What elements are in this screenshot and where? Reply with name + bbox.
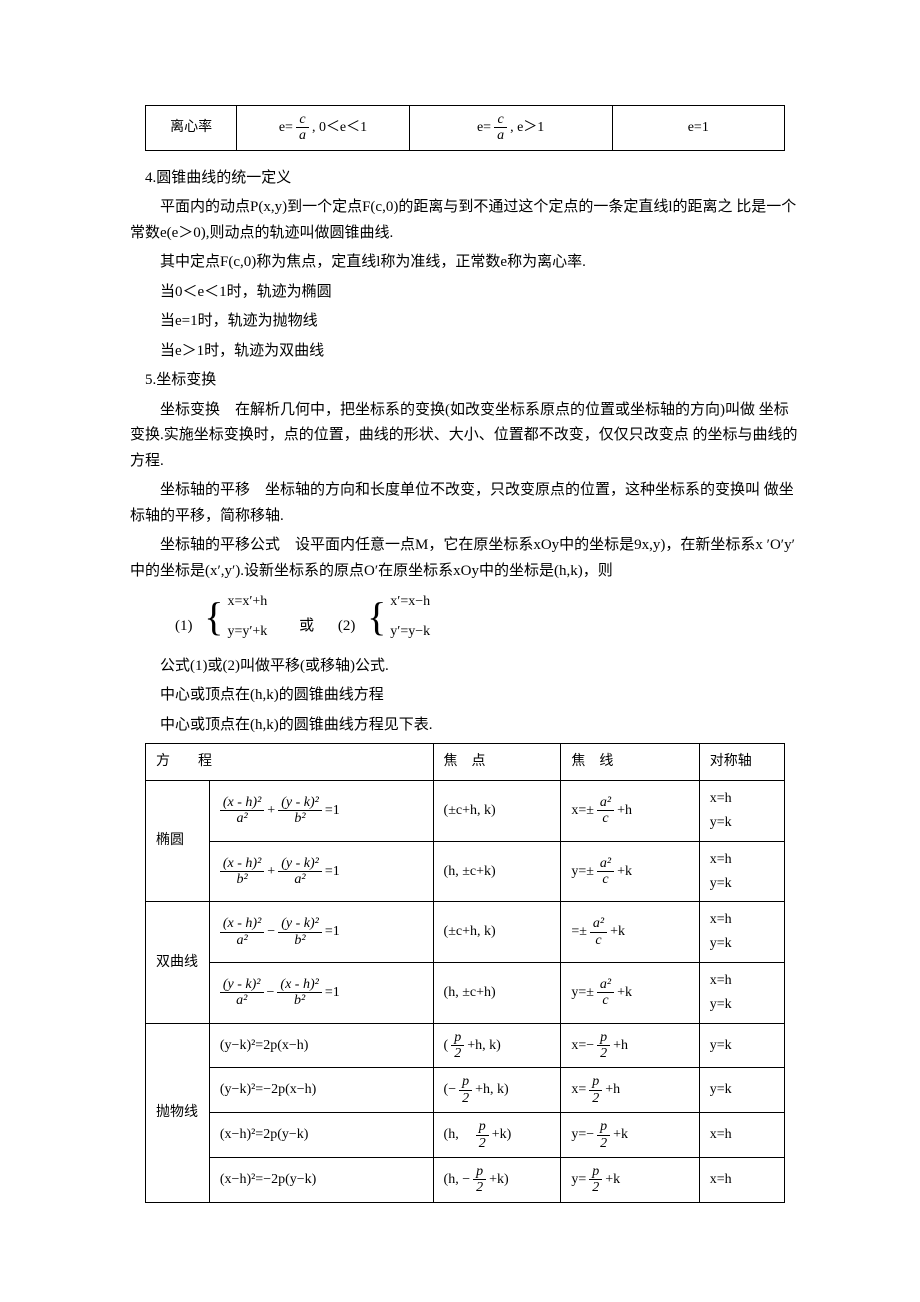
table-row: (x−h)²=−2p(y−k)(h, −p2+k)y=p2+kx=h xyxy=(146,1157,785,1202)
equation-cell: (x−h)²=−2p(y−k) xyxy=(209,1157,433,1202)
axis-cell: y=k xyxy=(699,1023,784,1068)
equation-cell: (x - h)²a²+(y - k)²b²=1 xyxy=(209,781,433,842)
sec4-p5: 当e＞1时，轨迹为双曲线 xyxy=(130,339,800,365)
sec4-p2: 其中定点F(c,0)称为焦点，定直线l称为准线，正常数e称为离心率. xyxy=(130,250,800,276)
group-label: 抛物线 xyxy=(146,1023,210,1202)
sec4-heading: 4.圆锥曲线的统一定义 xyxy=(130,166,800,192)
axis-cell: x=hy=k xyxy=(699,781,784,842)
eccentricity-ellipse: e= ca , 0＜e＜1 xyxy=(237,106,409,151)
eccentricity-parabola: e=1 xyxy=(612,106,784,151)
eccentricity-table: 离心率 e= ca , 0＜e＜1 e= ca , e＞1 e=1 xyxy=(145,105,785,151)
group-label: 椭圆 xyxy=(146,781,210,902)
table-row: (x - h)²b²+(y - k)²a² =1(h, ±c+k)y=±a²c+… xyxy=(146,841,785,902)
equation-cell: (y−k)²=2p(x−h) xyxy=(209,1023,433,1068)
axis-cell: x=h xyxy=(699,1157,784,1202)
sec4-p3: 当0＜e＜1时，轨迹为椭圆 xyxy=(130,280,800,306)
focus-cell: (±c+h, k) xyxy=(433,781,561,842)
table-row: 抛物线(y−k)²=2p(x−h)(p2+h, k)x=−p2+hy=k xyxy=(146,1023,785,1068)
focus-cell: (±c+h, k) xyxy=(433,902,561,963)
eccentricity-row-label: 离心率 xyxy=(146,106,237,151)
table-row: (y−k)²=−2p(x−h)(−p2+h, k)x=p2+hy=k xyxy=(146,1068,785,1113)
group-label: 双曲线 xyxy=(146,902,210,1023)
t2-header-row: 方 程 焦 点 焦 线 对称轴 xyxy=(146,744,785,781)
directrix-cell: =±a²c+k xyxy=(561,902,699,963)
sec5-p3: 坐标轴的平移公式 设平面内任意一点M，它在原坐标系xOy中的坐标是9x,y)，在… xyxy=(130,533,800,584)
sec4-p4: 当e=1时，轨迹为抛物线 xyxy=(130,309,800,335)
directrix-cell: y=−p2+k xyxy=(561,1113,699,1158)
equation-cell: (x−h)²=2p(y−k) xyxy=(209,1113,433,1158)
directrix-cell: y=±a²c+k xyxy=(561,962,699,1023)
focus-cell: (h, p2+k) xyxy=(433,1113,561,1158)
table-row: 椭圆(x - h)²a²+(y - k)²b²=1(±c+h, k)x=±a²c… xyxy=(146,781,785,842)
focus-cell: (p2+h, k) xyxy=(433,1023,561,1068)
equation-cell: (x - h)²b²+(y - k)²a² =1 xyxy=(209,841,433,902)
axis-cell: x=hy=k xyxy=(699,841,784,902)
focus-cell: (h, ±c+k) xyxy=(433,841,561,902)
axis-cell: x=hy=k xyxy=(699,962,784,1023)
directrix-cell: y=±a²c+k xyxy=(561,841,699,902)
directrix-cell: x=−p2+h xyxy=(561,1023,699,1068)
directrix-cell: y=p2+k xyxy=(561,1157,699,1202)
sec5-p5: 中心或顶点在(h,k)的圆锥曲线方程 xyxy=(130,683,800,709)
table-row: (x−h)²=2p(y−k)(h, p2+k)y=−p2+kx=h xyxy=(146,1113,785,1158)
axis-cell: y=k xyxy=(699,1068,784,1113)
translation-formula: (1) { x=x′+h y=y′+k 或 (2) { x′=x−h y′=y−… xyxy=(130,590,800,644)
table-row: (y - k)²a²−(x - h)²b²=1(h, ±c+h)y=±a²c+k… xyxy=(146,962,785,1023)
eccentricity-hyperbola: e= ca , e＞1 xyxy=(409,106,612,151)
focus-cell: (h, ±c+h) xyxy=(433,962,561,1023)
focus-cell: (h, −p2+k) xyxy=(433,1157,561,1202)
equation-cell: (y - k)²a²−(x - h)²b²=1 xyxy=(209,962,433,1023)
sec5-p4: 公式(1)或(2)叫做平移(或移轴)公式. xyxy=(130,654,800,680)
axis-cell: x=h xyxy=(699,1113,784,1158)
table-row: 双曲线(x - h)²a²−(y - k)²b²=1(±c+h, k)=±a²c… xyxy=(146,902,785,963)
sec5-heading: 5.坐标变换 xyxy=(130,368,800,394)
focus-cell: (−p2+h, k) xyxy=(433,1068,561,1113)
sec5-p1: 坐标变换 在解析几何中，把坐标系的变换(如改变坐标系原点的位置或坐标轴的方向)叫… xyxy=(130,398,800,475)
axis-cell: x=hy=k xyxy=(699,902,784,963)
equation-cell: (x - h)²a²−(y - k)²b²=1 xyxy=(209,902,433,963)
directrix-cell: x=±a²c+h xyxy=(561,781,699,842)
equation-cell: (y−k)²=−2p(x−h) xyxy=(209,1068,433,1113)
sec5-p6: 中心或顶点在(h,k)的圆锥曲线方程见下表. xyxy=(130,713,800,739)
sec5-p2: 坐标轴的平移 坐标轴的方向和长度单位不改变，只改变原点的位置，这种坐标系的变换叫… xyxy=(130,478,800,529)
conic-translation-table: 方 程 焦 点 焦 线 对称轴 椭圆(x - h)²a²+(y - k)²b²=… xyxy=(145,743,785,1202)
directrix-cell: x=p2+h xyxy=(561,1068,699,1113)
sec4-p1: 平面内的动点P(x,y)到一个定点F(c,0)的距离与到不通过这个定点的一条定直… xyxy=(130,195,800,246)
